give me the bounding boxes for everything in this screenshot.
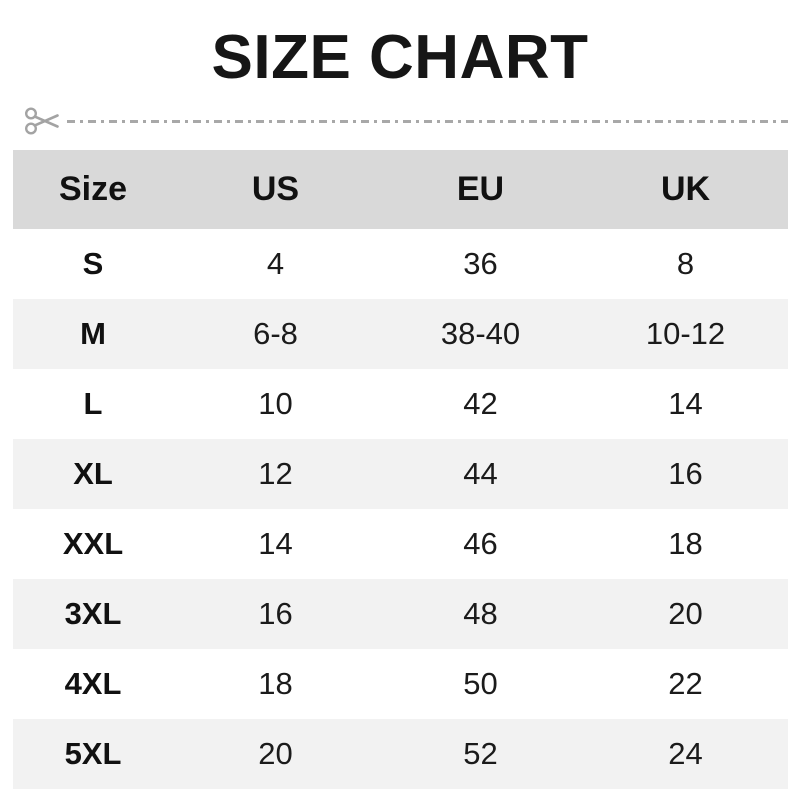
cell-eu: 50 <box>463 666 498 701</box>
table-row: M 6-8 38-40 10-12 <box>13 299 788 369</box>
cell-us: 10 <box>258 386 293 421</box>
table-header-row: Size US EU UK <box>13 150 788 229</box>
column-header-size: Size <box>58 170 128 208</box>
dashed-cut-line <box>67 119 788 123</box>
cell-size: XXL <box>62 526 124 561</box>
cell-uk: 22 <box>668 666 703 701</box>
scissors-icon <box>24 107 59 135</box>
cut-line <box>24 103 788 139</box>
page-title: SIZE CHART <box>211 23 589 92</box>
cell-uk: 20 <box>668 596 703 631</box>
table-row: 4XL 18 50 22 <box>13 649 788 719</box>
cell-uk: 14 <box>668 386 703 421</box>
cell-size: 4XL <box>64 666 122 701</box>
table-row: L 10 42 14 <box>13 369 788 439</box>
column-header-eu: EU <box>456 170 505 208</box>
cell-eu: 46 <box>463 526 498 561</box>
cell-us: 20 <box>258 736 293 771</box>
cell-uk: 10-12 <box>645 316 726 351</box>
column-header-uk: UK <box>660 170 711 208</box>
cell-eu: 52 <box>463 736 498 771</box>
cell-uk: 18 <box>668 526 703 561</box>
cell-us: 14 <box>258 526 293 561</box>
table-row: 3XL 16 48 20 <box>13 579 788 649</box>
cell-uk: 8 <box>676 246 695 281</box>
table-row: 5XL 20 52 24 <box>13 719 788 789</box>
cell-size: 5XL <box>64 736 122 771</box>
cell-size: XL <box>73 456 113 491</box>
cell-eu: 48 <box>463 596 498 631</box>
table-row: XL 12 44 16 <box>13 439 788 509</box>
cell-us: 18 <box>258 666 293 701</box>
cell-eu: 44 <box>463 456 498 491</box>
column-header-us: US <box>251 170 300 208</box>
cell-uk: 24 <box>668 736 703 771</box>
table-row: S 4 36 8 <box>13 229 788 299</box>
cell-us: 12 <box>258 456 293 491</box>
cell-size: M <box>80 316 106 351</box>
cell-uk: 16 <box>668 456 703 491</box>
cell-us: 4 <box>266 246 285 281</box>
table-row: XXL 14 46 18 <box>13 509 788 579</box>
cell-eu: 36 <box>463 246 498 281</box>
cell-us: 16 <box>258 596 293 631</box>
cell-eu: 38-40 <box>440 316 521 351</box>
size-chart-table: Size US EU UK S 4 36 8 M 6-8 38-40 10-12… <box>13 150 788 789</box>
cell-size: 3XL <box>64 596 122 631</box>
cell-eu: 42 <box>463 386 498 421</box>
cell-size: L <box>83 386 103 421</box>
cell-size: S <box>82 246 104 281</box>
cell-us: 6-8 <box>253 316 298 351</box>
